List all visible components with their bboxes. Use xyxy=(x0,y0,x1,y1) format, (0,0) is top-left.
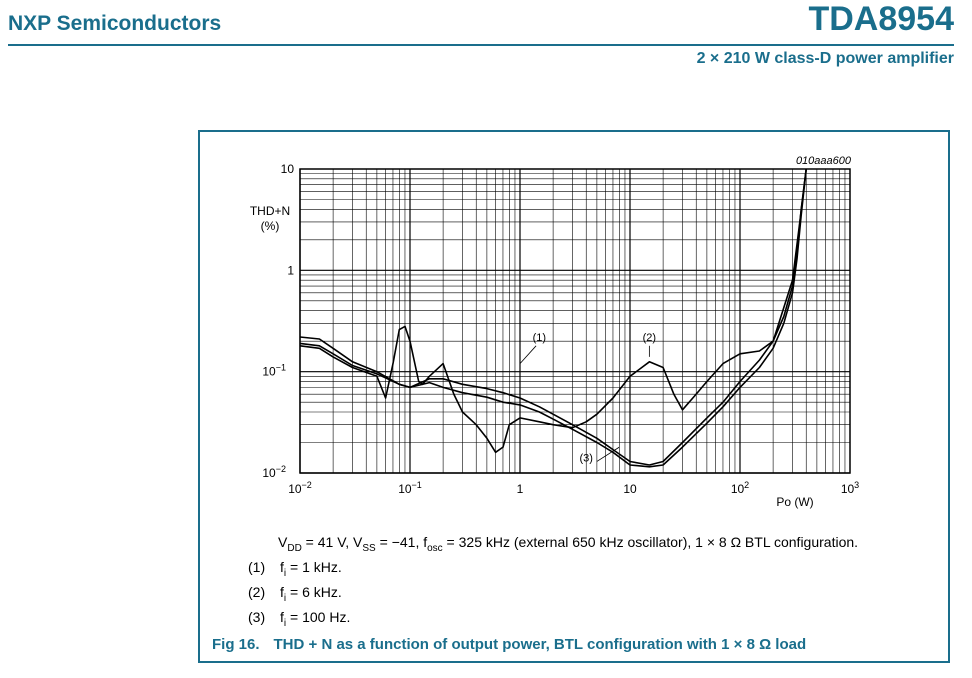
y-tick-label: 1 xyxy=(287,263,294,277)
note-value: = 1 kHz. xyxy=(286,559,342,575)
vdd-symbol: V xyxy=(278,534,288,550)
x-tick-label: 10−2 xyxy=(288,480,312,496)
x-tick-label: 10 xyxy=(623,482,637,496)
note-sub: i xyxy=(283,617,287,629)
note-sub: i xyxy=(283,567,287,579)
header-rule xyxy=(8,44,954,46)
figure-frame xyxy=(198,130,950,663)
series-annotation: (1) xyxy=(533,332,546,344)
x-tick-label: 102 xyxy=(731,480,749,496)
series-line-2 xyxy=(299,168,807,454)
note-number: (2) xyxy=(248,584,266,600)
x-tick-label: 10−1 xyxy=(398,480,422,496)
y-tick-label: 10−1 xyxy=(262,363,286,379)
x-axis-label: Po (W) xyxy=(776,495,813,509)
series-annotation: (2) xyxy=(643,332,656,344)
note-var: f xyxy=(280,609,284,625)
y-tick-label: 10 xyxy=(281,162,295,176)
note-1: (1) fi = 1 kHz. xyxy=(248,559,342,579)
company-name: NXP Semiconductors xyxy=(8,12,222,35)
chart-annotations: (1) (2) (3) xyxy=(519,332,656,464)
figure-caption: Fig 16. THD + N as a function of output p… xyxy=(212,636,806,653)
note-3: (3) fi = 100 Hz. xyxy=(248,609,350,629)
y-axis-unit: (%) xyxy=(261,219,280,233)
vdd-subscript: DD xyxy=(287,542,302,554)
caption-text: THD + N as a function of output power, B… xyxy=(273,636,807,653)
product-title: TDA8954 xyxy=(808,0,954,38)
series-annotation: (3) xyxy=(580,452,593,464)
annotation-leader xyxy=(596,446,620,462)
note-number: (1) xyxy=(248,559,266,575)
x-tick-label: 1 xyxy=(517,482,524,496)
plot-frame xyxy=(299,168,851,474)
fosc-symbol: f xyxy=(423,534,428,550)
x-tick-label: 103 xyxy=(841,480,859,496)
note-value: = 100 Hz. xyxy=(286,609,351,625)
test-conditions: VDD = 41 V, VSS = −41, fosc = 325 kHz (e… xyxy=(278,534,858,554)
note-var: f xyxy=(280,584,284,600)
fosc-value: = 325 kHz (external 650 kHz oscillator),… xyxy=(442,534,859,550)
fosc-subscript: osc xyxy=(427,542,443,554)
note-2: (2) fi = 6 kHz. xyxy=(248,584,342,604)
note-var: f xyxy=(280,559,284,575)
figure-code: 010aaa600 xyxy=(796,155,852,167)
y-tick-label: 10−2 xyxy=(262,464,286,480)
annotation-leader xyxy=(519,345,537,364)
series-line-3 xyxy=(299,168,807,468)
y-axis-label: THD+N xyxy=(250,204,290,218)
chart-ticks: 10−2 10−1 1 10 102 103 10 1 10−1 10−2 xyxy=(262,162,859,496)
vss-symbol: V xyxy=(353,534,363,550)
vdd-value: = 41 V, xyxy=(301,534,354,550)
caption-label: Fig 16. xyxy=(212,636,260,653)
vss-subscript: SS xyxy=(362,542,376,554)
note-sub: i xyxy=(283,592,287,604)
product-subtitle: 2 × 210 W class-D power amplifier xyxy=(696,50,954,67)
note-number: (3) xyxy=(248,609,266,625)
vss-value: = −41, xyxy=(375,534,424,550)
note-value: = 6 kHz. xyxy=(286,584,342,600)
chart-series xyxy=(299,168,807,468)
